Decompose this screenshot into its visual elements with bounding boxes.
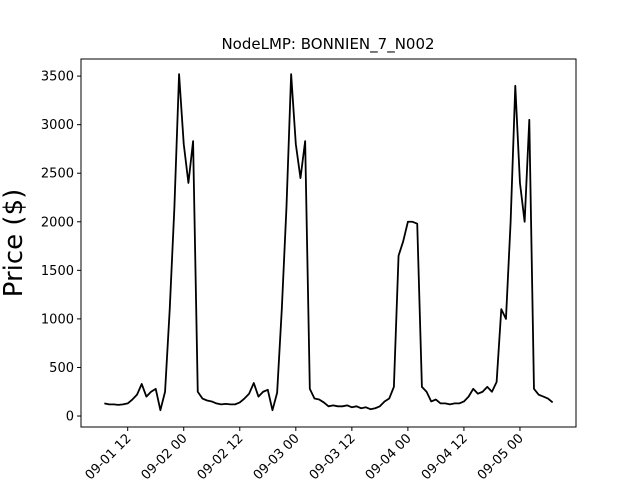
y-tick-label: 3500: [41, 70, 74, 85]
y-tick-label: 1000: [41, 312, 74, 327]
y-axis-label: Price ($): [0, 189, 29, 298]
y-tick-label: 2000: [41, 215, 74, 230]
data-line: [104, 73, 554, 412]
chart-title: NodeLMP: BONNIEN_7_N002: [221, 35, 434, 54]
y-tick-label: 1500: [41, 264, 74, 279]
y-tick-label: 3000: [41, 118, 74, 133]
plot-frame: [80, 58, 577, 428]
y-tick-label: 500: [49, 361, 74, 376]
y-tick-label: 2500: [41, 167, 74, 182]
y-tick-label: 0: [66, 410, 74, 425]
